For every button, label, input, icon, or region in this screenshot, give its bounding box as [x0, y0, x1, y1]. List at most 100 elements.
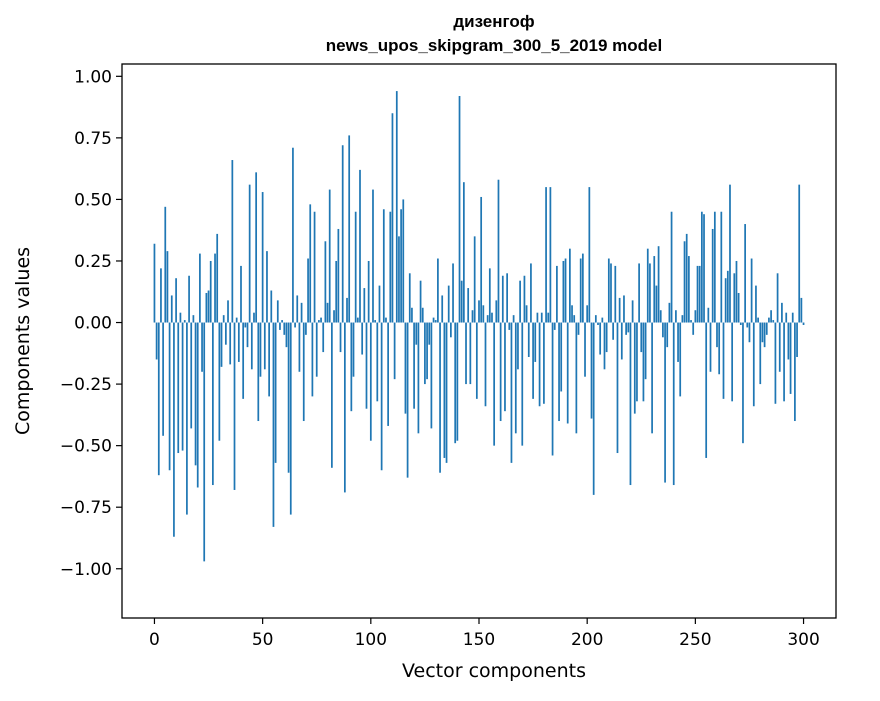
bar [761, 322, 764, 343]
bar [700, 211, 703, 323]
bar [268, 322, 270, 397]
y-tick-label: 1.00 [74, 67, 112, 87]
bar [800, 297, 803, 323]
bar [768, 317, 770, 323]
bar [683, 241, 686, 323]
bar [709, 322, 712, 372]
x-tick-label: 0 [149, 630, 160, 650]
bar [765, 322, 768, 335]
bar [543, 322, 545, 404]
bar [428, 322, 431, 345]
bar [631, 300, 634, 323]
bar [369, 322, 372, 441]
bar [285, 322, 288, 348]
bar [739, 322, 742, 325]
bar [772, 320, 775, 323]
bar [564, 258, 567, 323]
bar [222, 315, 225, 323]
bar [199, 253, 201, 323]
bar [785, 312, 788, 323]
bar [201, 322, 203, 372]
y-tick-label: 0.25 [74, 252, 112, 272]
bar [305, 322, 307, 335]
bar [162, 322, 164, 436]
bar [220, 322, 223, 367]
bar [623, 295, 625, 323]
bar [274, 322, 277, 463]
bar [627, 322, 630, 333]
bar [450, 322, 452, 338]
bar [374, 320, 377, 323]
bar [157, 322, 160, 476]
bar [781, 302, 783, 323]
bar [408, 273, 411, 323]
bar [752, 322, 755, 407]
bar [655, 285, 658, 323]
bar [445, 322, 448, 463]
bar [447, 285, 450, 323]
bar [320, 317, 322, 323]
bar [713, 211, 716, 323]
bar [612, 322, 615, 340]
bar [255, 172, 258, 323]
bar [737, 292, 740, 323]
bar [538, 322, 541, 407]
bar [783, 322, 785, 402]
bar [365, 322, 368, 409]
bar [246, 322, 249, 348]
bar [331, 322, 333, 468]
bar [333, 310, 335, 323]
bar [547, 312, 550, 323]
bar [190, 322, 193, 429]
y-tick-label: 0.50 [74, 190, 112, 210]
chart-title-line-2: news_upos_skipgram_300_5_2019 model [326, 36, 662, 55]
bar [153, 243, 156, 323]
bar [729, 184, 731, 323]
bar [486, 315, 489, 323]
bar [350, 322, 353, 412]
bar [497, 179, 500, 323]
bar [495, 300, 498, 323]
bar [324, 241, 327, 323]
bar [398, 236, 400, 323]
bar [287, 322, 290, 473]
bar [514, 322, 517, 434]
bar [545, 187, 547, 323]
bar [566, 322, 569, 424]
bar [259, 322, 262, 377]
bar [309, 204, 312, 323]
bar [573, 315, 576, 323]
bar [802, 322, 805, 325]
bar [690, 320, 692, 323]
bar [337, 228, 340, 323]
bar [452, 263, 454, 323]
bar [164, 206, 167, 323]
bar [750, 258, 753, 323]
bar [378, 285, 381, 323]
bar [590, 322, 593, 419]
bar [376, 322, 379, 402]
bar [653, 256, 656, 323]
bar [659, 310, 662, 323]
bar [666, 322, 669, 348]
bar [588, 187, 591, 323]
bar [475, 322, 478, 399]
y-tick-label: 0.75 [74, 129, 112, 149]
bar [644, 322, 647, 380]
bar [508, 322, 511, 330]
bar [352, 322, 355, 377]
bar [722, 322, 725, 399]
bar [335, 260, 338, 323]
bar [434, 320, 437, 323]
bar [633, 322, 636, 414]
bar [421, 307, 424, 323]
bar [794, 322, 796, 422]
bar [441, 295, 444, 323]
x-tick-label: 250 [679, 630, 711, 650]
bar [439, 322, 441, 473]
bar [657, 246, 660, 323]
bar [155, 322, 158, 360]
bar [160, 268, 162, 323]
bar [716, 322, 718, 348]
bar [339, 322, 342, 353]
